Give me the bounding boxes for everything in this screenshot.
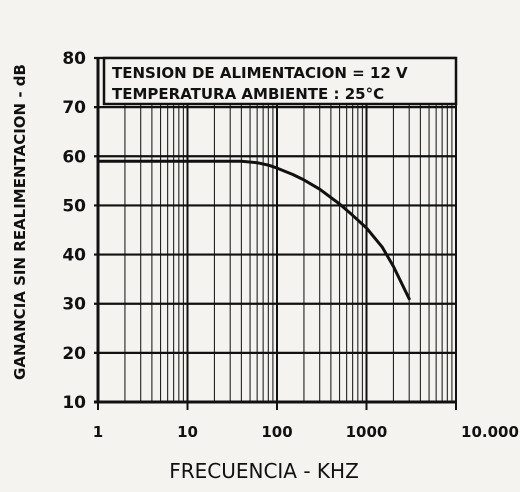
- x-tick-label: 10: [177, 423, 198, 441]
- annotation-box: [102, 56, 458, 106]
- x-tick-labels: 1 10 100 1000 10.000: [93, 423, 519, 441]
- y-axis-label: GANANCIA SIN REALIMENTACION - dB: [11, 64, 29, 380]
- curves: [96, 159, 411, 301]
- y-tick-label: 70: [62, 98, 86, 118]
- annotation-ambient-temperature: TEMPERATURA AMBIENTE : 25°C: [112, 85, 384, 103]
- x-tick-label: 1000: [346, 423, 388, 441]
- y-tick-label: 80: [62, 49, 86, 69]
- annotation-supply-voltage: TENSION DE ALIMENTACION = 12 V: [112, 64, 408, 82]
- x-tick-label: 10.000: [461, 423, 519, 441]
- grid: [94, 56, 457, 410]
- x-tick-label: 1: [93, 423, 103, 441]
- y-tick-labels: 10 20 30 40 50 60 70 80: [62, 49, 86, 413]
- y-tick-label: 60: [62, 147, 86, 167]
- y-tick-label: 40: [62, 246, 86, 266]
- y-tick-label: 20: [62, 344, 86, 364]
- y-tick-label: 30: [62, 295, 86, 315]
- x-tick-label: 100: [261, 423, 292, 441]
- y-tick-label: 10: [62, 393, 86, 413]
- x-axis-label: FRECUENCIA - KHZ: [169, 459, 359, 483]
- gain-curve: [96, 159, 411, 301]
- y-tick-label: 50: [62, 196, 86, 216]
